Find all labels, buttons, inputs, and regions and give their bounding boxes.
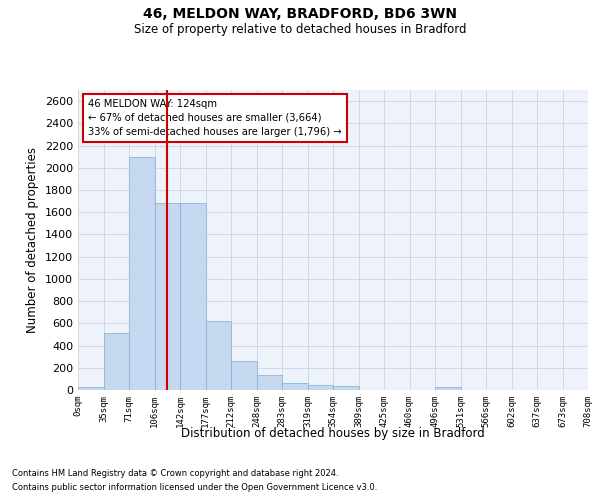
Bar — [231, 360, 257, 390]
Text: Size of property relative to detached houses in Bradford: Size of property relative to detached ho… — [134, 22, 466, 36]
Y-axis label: Number of detached properties: Number of detached properties — [26, 147, 40, 333]
Text: 46, MELDON WAY, BRADFORD, BD6 3WN: 46, MELDON WAY, BRADFORD, BD6 3WN — [143, 8, 457, 22]
Bar — [435, 387, 461, 390]
Bar — [282, 384, 308, 390]
Bar — [308, 385, 333, 390]
Bar — [180, 204, 205, 390]
Bar — [205, 320, 231, 390]
Bar — [333, 386, 359, 390]
Bar — [104, 334, 129, 390]
Bar — [129, 156, 155, 390]
Bar — [78, 387, 104, 390]
Bar — [155, 204, 180, 390]
Text: Contains public sector information licensed under the Open Government Licence v3: Contains public sector information licen… — [12, 484, 377, 492]
Text: Contains HM Land Registry data © Crown copyright and database right 2024.: Contains HM Land Registry data © Crown c… — [12, 468, 338, 477]
Text: Distribution of detached houses by size in Bradford: Distribution of detached houses by size … — [181, 428, 485, 440]
Bar — [257, 375, 282, 390]
Text: 46 MELDON WAY: 124sqm
← 67% of detached houses are smaller (3,664)
33% of semi-d: 46 MELDON WAY: 124sqm ← 67% of detached … — [88, 99, 342, 137]
